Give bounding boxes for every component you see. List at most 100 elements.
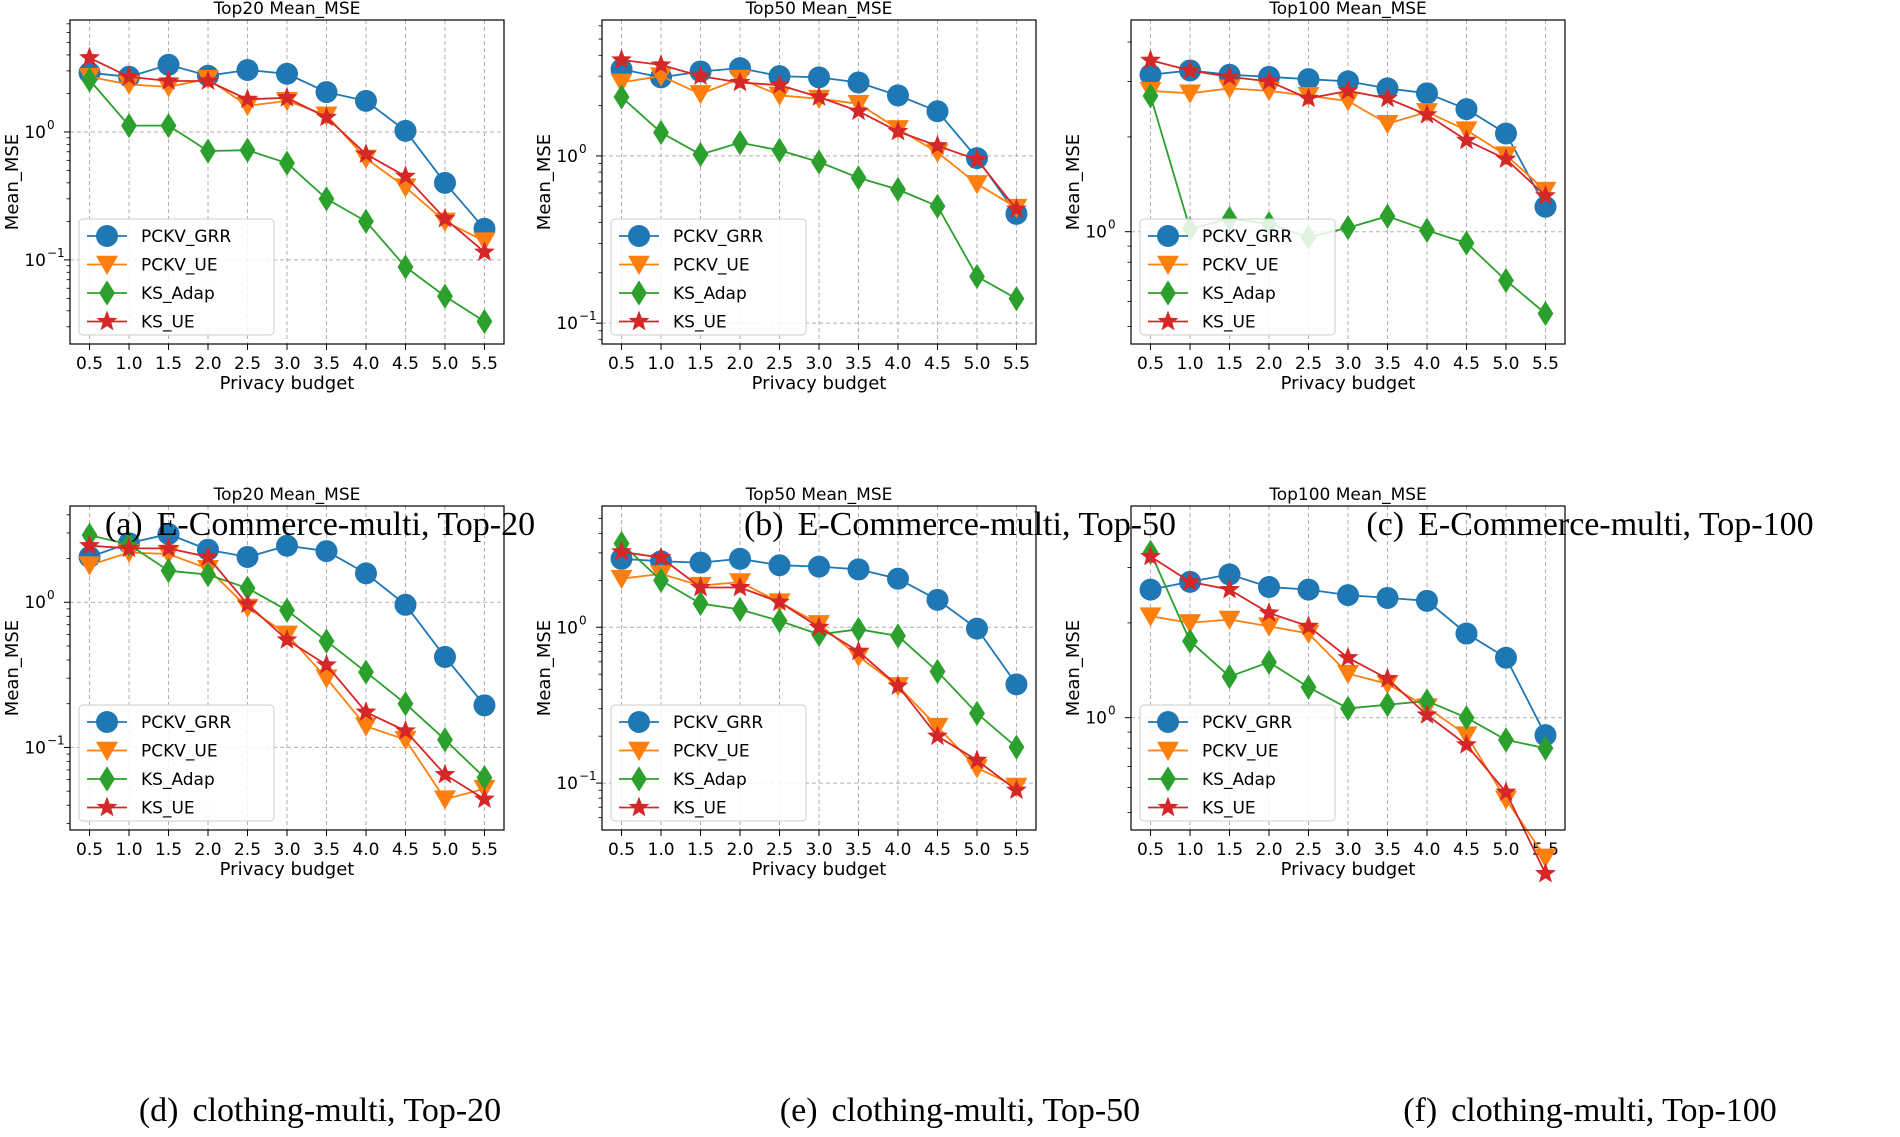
data-point [1258, 575, 1281, 598]
data-point [1376, 586, 1399, 609]
data-point [1495, 148, 1517, 168]
y-tick-label-exponent: −1 [579, 309, 597, 323]
data-point [1416, 103, 1438, 124]
x-tick-label: 4.5 [1453, 840, 1480, 860]
legend-box [78, 704, 275, 822]
x-tick-label: 2.5 [234, 354, 261, 374]
y-tick-label: 10 [1085, 223, 1107, 243]
legend-label: PCKV_GRR [1202, 713, 1292, 733]
data-point [808, 86, 830, 106]
series-ks-adap [613, 84, 1025, 312]
x-tick-label: 4.5 [924, 354, 951, 374]
legend-box [1139, 704, 1336, 822]
x-tick-label: 3.5 [313, 354, 340, 374]
data-point [1258, 617, 1281, 637]
legend-label: KS_UE [1202, 799, 1256, 819]
data-point [969, 700, 985, 727]
x-tick-label: 3.0 [273, 354, 300, 374]
data-point [1458, 230, 1475, 256]
data-point [276, 534, 298, 557]
x-tick-label: 1.0 [1177, 840, 1204, 860]
x-tick-label: 1.0 [1177, 354, 1204, 374]
x-tick-label: 2.0 [1255, 840, 1282, 860]
legend-marker [96, 225, 118, 247]
data-point [653, 567, 669, 594]
data-point [81, 67, 98, 93]
data-point [965, 617, 988, 640]
data-point [847, 71, 870, 94]
caption-b-text: E-Commerce-multi, Top-50 [797, 506, 1177, 543]
data-point [1008, 734, 1025, 760]
x-tick-label: 5.5 [1003, 840, 1030, 860]
x-tick-label: 2.5 [766, 840, 793, 860]
data-point [474, 788, 495, 809]
legend-entry-ks-ue: KS_UE [619, 796, 727, 819]
x-tick-label: 5.0 [1492, 840, 1519, 860]
axes-frame [601, 505, 1037, 831]
legend-label: PCKV_UE [141, 742, 218, 762]
data-point [237, 88, 258, 109]
x-tick-label: 3.0 [273, 840, 300, 860]
x-tick-label: 4.0 [884, 354, 911, 374]
data-point [690, 65, 711, 85]
legend-entry-pckv-grr: PCKV_GRR [619, 225, 763, 247]
x-tick-label: 5.5 [1003, 354, 1030, 374]
x-tick-label: 0.5 [76, 354, 103, 374]
data-point [434, 207, 456, 228]
x-tick-label: 4.5 [924, 840, 951, 860]
data-point [1337, 79, 1359, 100]
legend-entry-ks-ue: KS_UE [1148, 796, 1256, 819]
data-point [437, 727, 453, 753]
data-point [1179, 84, 1202, 104]
data-point [1219, 65, 1240, 86]
data-point [118, 537, 140, 558]
data-point [610, 73, 633, 93]
legend-marker [96, 741, 118, 761]
data-point [929, 193, 946, 219]
y-tick-label: 10 [556, 314, 578, 334]
series-ks-ue [79, 534, 495, 809]
legend-marker [1157, 796, 1179, 817]
legend-entry-ks-adap: KS_Adap [87, 766, 215, 792]
data-point [394, 119, 417, 142]
data-point [1494, 646, 1517, 669]
data-point [397, 254, 414, 280]
data-point [354, 717, 377, 737]
data-point [771, 137, 788, 163]
data-point [78, 556, 101, 576]
data-point [1455, 98, 1478, 121]
data-point [689, 551, 712, 574]
caption-c-label: (c) [1366, 506, 1405, 543]
legend-label: PCKV_GRR [141, 227, 231, 247]
data-point [769, 591, 790, 611]
series-ks-ue [611, 540, 1027, 800]
y-tick-label: 10 [24, 738, 46, 758]
data-point [650, 546, 672, 567]
data-point [613, 84, 630, 110]
data-point [1182, 628, 1198, 654]
data-point [197, 70, 219, 90]
data-point [1377, 667, 1398, 688]
axes-frame [69, 505, 505, 831]
axes-frame [1130, 19, 1566, 345]
data-point [279, 150, 295, 176]
legend-label: PCKV_UE [1202, 256, 1279, 276]
data-point [1142, 83, 1159, 109]
legend-entry-ks-adap: KS_Adap [619, 766, 747, 792]
legend-label: KS_Adap [673, 284, 747, 304]
series-ks-ue [79, 46, 495, 261]
data-point [200, 561, 216, 588]
y-axis-label: Mean_MSE [2, 620, 23, 716]
data-point [1534, 848, 1557, 868]
chart-title: Top50 Mean_MSE [745, 485, 893, 505]
data-point [926, 588, 949, 611]
x-tick-label: 1.0 [116, 354, 143, 374]
legend-marker [628, 796, 650, 817]
x-tick-label: 3.0 [805, 840, 832, 860]
x-tick-label: 2.0 [726, 354, 753, 374]
data-point [476, 764, 493, 791]
data-point [276, 86, 298, 107]
data-point [118, 75, 141, 95]
x-tick-label: 1.0 [648, 840, 675, 860]
